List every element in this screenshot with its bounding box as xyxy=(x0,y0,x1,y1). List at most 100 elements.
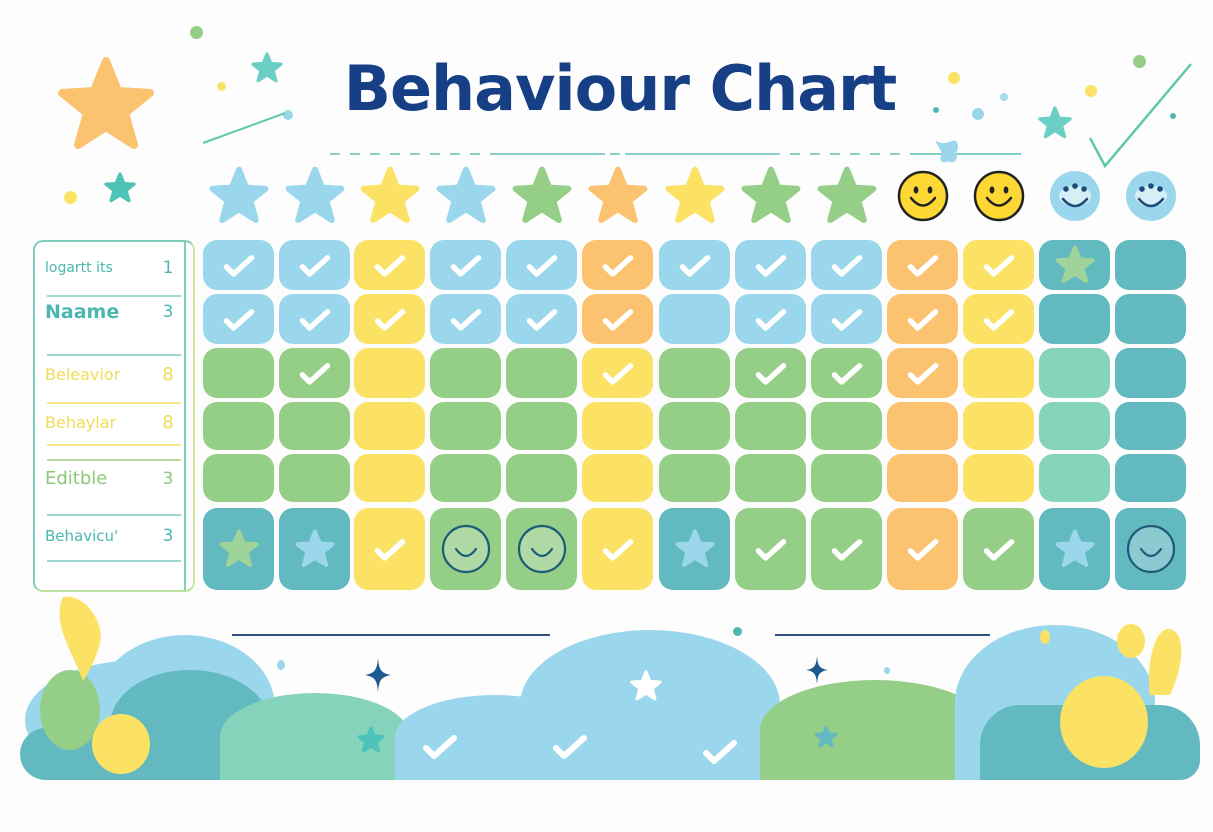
check-icon xyxy=(374,255,405,277)
grid-cell-r2-c3[interactable] xyxy=(354,294,425,344)
grid-cell-r5-c3[interactable] xyxy=(354,454,425,502)
grid-cell-r6-c12[interactable] xyxy=(1039,508,1110,590)
grid-cell-r1-c11[interactable] xyxy=(963,240,1034,290)
grid-cell-r5-c11[interactable] xyxy=(963,454,1034,502)
grid-cell-r2-c13[interactable] xyxy=(1115,294,1186,344)
blue-splash-icon xyxy=(935,140,959,163)
grid-cell-r2-c7[interactable] xyxy=(659,294,730,344)
grid-cell-r3-c12[interactable] xyxy=(1039,348,1110,398)
grid-cell-r4-c6[interactable] xyxy=(582,402,653,450)
grid-cell-r6-c10[interactable] xyxy=(887,508,958,590)
small-teal-star-icon xyxy=(1038,106,1072,139)
grid-cell-r1-c13[interactable] xyxy=(1115,240,1186,290)
grid-cell-r5-c6[interactable] xyxy=(582,454,653,502)
grid-cell-r6-c13[interactable] xyxy=(1115,508,1186,590)
list-item[interactable]: Beleavior 8 xyxy=(45,364,183,385)
grid-cell-r5-c2[interactable] xyxy=(279,454,350,502)
grid-cell-r3-c10[interactable] xyxy=(887,348,958,398)
grid-cell-r2-c4[interactable] xyxy=(430,294,501,344)
grid-cell-r4-c3[interactable] xyxy=(354,402,425,450)
row-divider xyxy=(47,354,181,356)
grid-cell-r2-c11[interactable] xyxy=(963,294,1034,344)
list-item[interactable]: Behaylar 8 xyxy=(45,412,183,433)
list-item[interactable]: logartt its 1 xyxy=(45,258,183,278)
grid-cell-r1-c4[interactable] xyxy=(430,240,501,290)
grid-cell-r6-c2[interactable] xyxy=(279,508,350,590)
grid-cell-r4-c4[interactable] xyxy=(430,402,501,450)
grid-cell-r6-c5[interactable] xyxy=(506,508,577,590)
grid-cell-r2-c9[interactable] xyxy=(811,294,882,344)
decor-line xyxy=(913,153,1021,155)
signature-line xyxy=(232,634,550,636)
grid-cell-r4-c11[interactable] xyxy=(963,402,1034,450)
decor-dot xyxy=(1085,85,1097,97)
check-icon xyxy=(223,255,254,277)
grid-cell-r3-c9[interactable] xyxy=(811,348,882,398)
grid-cell-r5-c8[interactable] xyxy=(735,454,806,502)
list-item[interactable]: Behavicu' 3 xyxy=(45,526,183,546)
grid-cell-r4-c12[interactable] xyxy=(1039,402,1110,450)
grid-cell-r5-c5[interactable] xyxy=(506,454,577,502)
grid-cell-r4-c13[interactable] xyxy=(1115,402,1186,450)
check-icon xyxy=(907,363,938,385)
grid-cell-r1-c7[interactable] xyxy=(659,240,730,290)
grid-cell-r3-c5[interactable] xyxy=(506,348,577,398)
grid-cell-r3-c7[interactable] xyxy=(659,348,730,398)
star-icon xyxy=(360,166,419,223)
list-item[interactable]: Naame 3 xyxy=(45,301,183,323)
grid-cell-r4-c8[interactable] xyxy=(735,402,806,450)
grid-cell-r5-c12[interactable] xyxy=(1039,454,1110,502)
grid-cell-r5-c13[interactable] xyxy=(1115,454,1186,502)
grid-cell-r2-c8[interactable] xyxy=(735,294,806,344)
small-teal-star-icon xyxy=(104,172,136,203)
grid-cell-r6-c4[interactable] xyxy=(430,508,501,590)
grid-cell-r6-c9[interactable] xyxy=(811,508,882,590)
grid-cell-r2-c1[interactable] xyxy=(203,294,274,344)
grid-cell-r6-c11[interactable] xyxy=(963,508,1034,590)
grid-cell-r3-c13[interactable] xyxy=(1115,348,1186,398)
grid-cell-r1-c3[interactable] xyxy=(354,240,425,290)
grid-cell-r3-c3[interactable] xyxy=(354,348,425,398)
grid-cell-r1-c1[interactable] xyxy=(203,240,274,290)
grid-cell-r1-c6[interactable] xyxy=(582,240,653,290)
grid-cell-r3-c1[interactable] xyxy=(203,348,274,398)
grid-cell-r4-c10[interactable] xyxy=(887,402,958,450)
grid-cell-r6-c3[interactable] xyxy=(354,508,425,590)
grid-cell-r3-c2[interactable] xyxy=(279,348,350,398)
check-icon xyxy=(907,309,938,331)
grid-cell-r4-c9[interactable] xyxy=(811,402,882,450)
list-item[interactable]: Editble 3 xyxy=(45,468,183,489)
check-icon xyxy=(602,309,633,331)
grid-cell-r2-c6[interactable] xyxy=(582,294,653,344)
grid-cell-r1-c9[interactable] xyxy=(811,240,882,290)
grid-cell-r5-c4[interactable] xyxy=(430,454,501,502)
grid-cell-r2-c5[interactable] xyxy=(506,294,577,344)
grid-cell-r3-c4[interactable] xyxy=(430,348,501,398)
grid-cell-r2-c2[interactable] xyxy=(279,294,350,344)
grid-cell-r6-c8[interactable] xyxy=(735,508,806,590)
grid-cell-r1-c5[interactable] xyxy=(506,240,577,290)
grid-cell-r1-c2[interactable] xyxy=(279,240,350,290)
grid-cell-r1-c12[interactable] xyxy=(1039,240,1110,290)
grid-cell-r4-c7[interactable] xyxy=(659,402,730,450)
grid-cell-r3-c8[interactable] xyxy=(735,348,806,398)
grid-cell-r4-c1[interactable] xyxy=(203,402,274,450)
grid-cell-r4-c2[interactable] xyxy=(279,402,350,450)
grid-cell-r6-c1[interactable] xyxy=(203,508,274,590)
grid-cell-r6-c6[interactable] xyxy=(582,508,653,590)
grid-cell-r2-c10[interactable] xyxy=(887,294,958,344)
check-icon xyxy=(602,539,633,561)
check-icon xyxy=(983,309,1014,331)
grid-cell-r2-c12[interactable] xyxy=(1039,294,1110,344)
grid-cell-r3-c11[interactable] xyxy=(963,348,1034,398)
grid-cell-r6-c7[interactable] xyxy=(659,508,730,590)
grid-cell-r3-c6[interactable] xyxy=(582,348,653,398)
grid-cell-r1-c10[interactable] xyxy=(887,240,958,290)
grid-cell-r4-c5[interactable] xyxy=(506,402,577,450)
grid-cell-r5-c10[interactable] xyxy=(887,454,958,502)
grid-cell-r5-c1[interactable] xyxy=(203,454,274,502)
grid-cell-r1-c8[interactable] xyxy=(735,240,806,290)
grid-cell-r5-c9[interactable] xyxy=(811,454,882,502)
decor-dot xyxy=(190,26,203,39)
grid-cell-r5-c7[interactable] xyxy=(659,454,730,502)
